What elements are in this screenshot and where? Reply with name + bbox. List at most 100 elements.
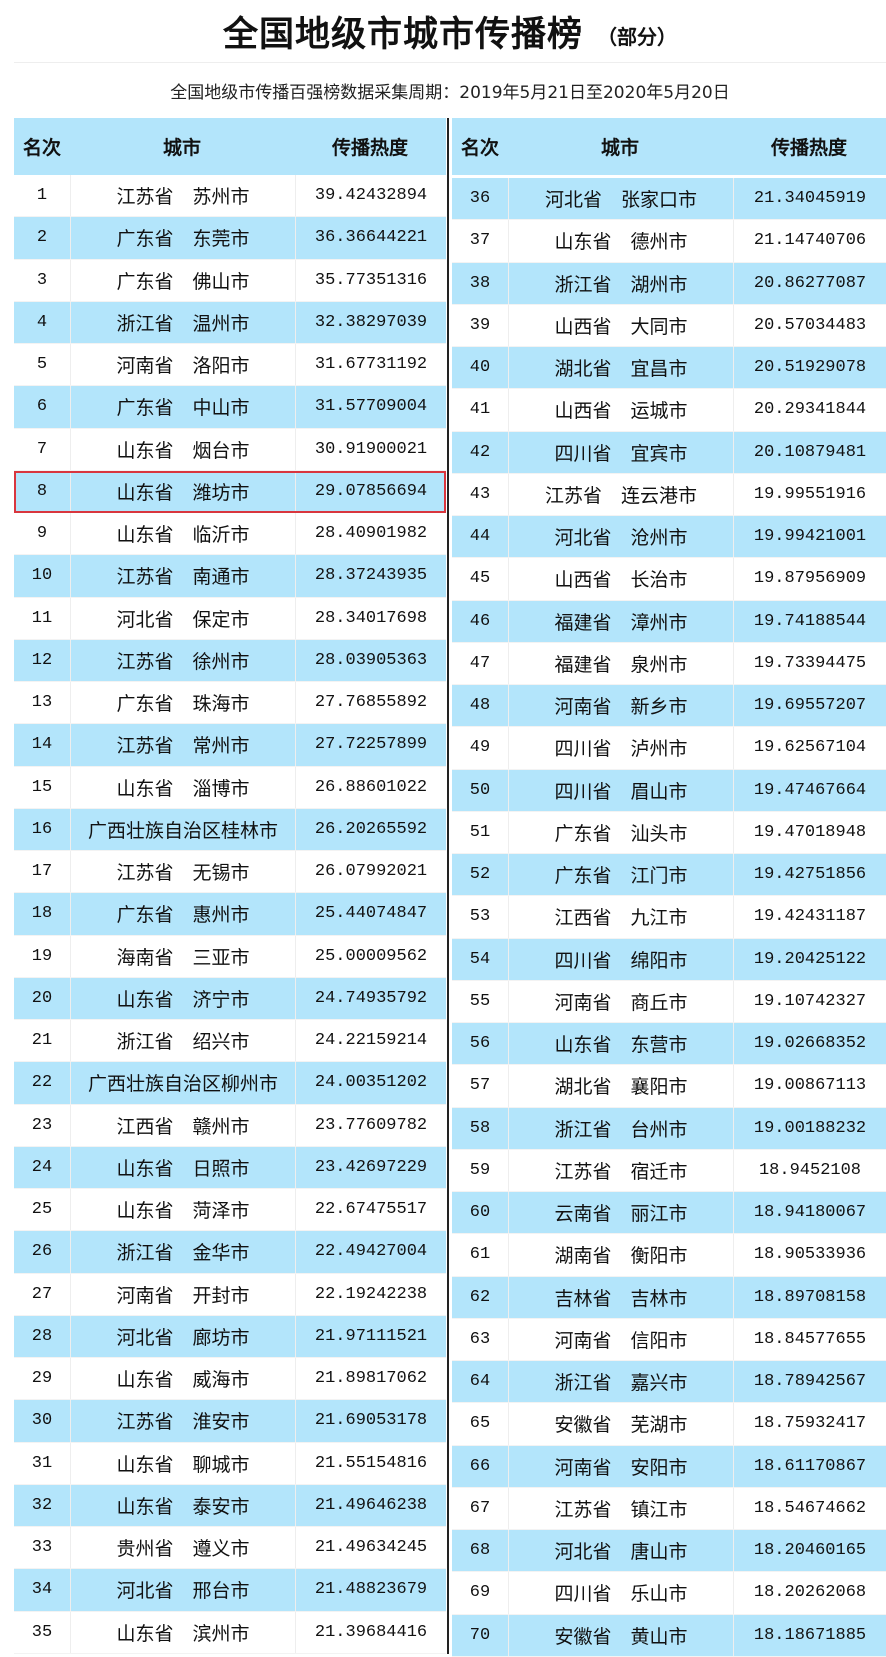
heat-cell: 19.42431187 <box>753 907 867 927</box>
rank-cell: 63 <box>469 1329 491 1349</box>
rank-cell: 32 <box>31 1495 53 1515</box>
rank-cell: 65 <box>469 1414 491 1434</box>
ranking-table-left: 名次 城市 传播热度 1 江苏省 苏州市 39.42432894 2 广东省 东莞市 36… <box>14 118 446 1654</box>
header-city: 城市 <box>600 137 639 159</box>
city-cell: 江苏省 苏州市 <box>70 175 296 217</box>
city-cell: 江苏省 淮安市 <box>70 1400 296 1442</box>
table-row: 19 海南省 三亚市 25.00009562 <box>14 935 446 978</box>
table-row: 5 河南省 洛阳市 31.67731192 <box>14 344 446 387</box>
heat-cell: 22.67475517 <box>314 1200 428 1220</box>
city-cell: 山西省 大同市 <box>508 304 734 346</box>
ranking-table-right: 名次 城市 传播热度 36 河北省 张家口市 21.34045919 37 山东省 德州… <box>452 118 886 1657</box>
table-row: 70 安徽省 黄山市 18.18671885 <box>452 1614 886 1657</box>
table-row: 33 贵州省 遵义市 21.49634245 <box>14 1527 446 1570</box>
rank-cell: 34 <box>31 1580 53 1600</box>
heat-cell: 18.84577655 <box>753 1329 867 1349</box>
city-cell: 江苏省 徐州市 <box>70 639 296 681</box>
rank-cell: 19 <box>31 946 53 966</box>
rank-cell: 27 <box>31 1284 53 1304</box>
heat-cell: 18.89708158 <box>753 1287 867 1307</box>
rank-cell: 40 <box>469 358 491 378</box>
city-cell: 贵州省 遵义市 <box>70 1527 296 1569</box>
header-rank: 名次 <box>22 137 61 159</box>
table-row: 36 河北省 张家口市 21.34045919 <box>452 178 886 221</box>
heat-cell: 19.00867113 <box>753 1076 867 1096</box>
heat-cell: 19.74188544 <box>753 611 867 631</box>
city-cell: 河北省 沧州市 <box>508 516 734 558</box>
city-cell: 山东省 日照市 <box>70 1146 296 1188</box>
city-cell: 河北省 张家口市 <box>508 178 734 220</box>
rank-cell: 2 <box>36 228 48 248</box>
heat-cell: 24.00351202 <box>314 1073 428 1093</box>
heat-cell: 31.57709004 <box>314 397 428 417</box>
city-cell: 山东省 泰安市 <box>70 1484 296 1526</box>
rank-cell: 12 <box>31 650 53 670</box>
rank-cell: 15 <box>31 777 53 797</box>
city-cell: 福建省 漳州市 <box>508 600 734 642</box>
heat-cell: 36.36644221 <box>314 228 428 248</box>
table-row: 43 江苏省 连云港市 19.99551916 <box>452 473 886 516</box>
rank-cell: 61 <box>469 1245 491 1265</box>
column-divider <box>447 118 449 1654</box>
table-header: 名次 城市 传播热度 <box>452 118 886 175</box>
heat-cell: 39.42432894 <box>314 186 428 206</box>
heat-cell: 21.69053178 <box>314 1411 428 1431</box>
table-row: 24 山东省 日照市 23.42697229 <box>14 1146 446 1189</box>
table-row: 9 山东省 临沂市 28.40901982 <box>14 513 446 556</box>
city-cell: 广西壮族自治区柳州市 <box>70 1062 296 1104</box>
heat-cell: 19.02668352 <box>753 1034 867 1054</box>
rank-cell: 17 <box>31 862 53 882</box>
city-cell: 广东省 惠州市 <box>70 893 296 935</box>
city-cell: 福建省 泉州市 <box>508 642 734 684</box>
city-cell: 江苏省 南通市 <box>70 555 296 597</box>
table-row: 3 广东省 佛山市 35.77351316 <box>14 259 446 302</box>
table-body: 36 河北省 张家口市 21.34045919 37 山东省 德州市 21.1474070… <box>452 178 886 1657</box>
table-row: 64 浙江省 嘉兴市 18.78942567 <box>452 1361 886 1404</box>
city-cell: 广东省 汕头市 <box>508 811 734 853</box>
table-row: 27 河南省 开封市 22.19242238 <box>14 1273 446 1316</box>
table-row: 46 福建省 漳州市 19.74188544 <box>452 600 886 643</box>
city-cell: 广东省 中山市 <box>70 386 296 428</box>
rank-cell: 64 <box>469 1372 491 1392</box>
table-row: 34 河北省 邢台市 21.48823679 <box>14 1569 446 1612</box>
city-cell: 浙江省 湖州市 <box>508 262 734 304</box>
rank-cell: 66 <box>469 1456 491 1476</box>
city-cell: 山东省 烟台市 <box>70 428 296 470</box>
table-row: 52 广东省 江门市 19.42751856 <box>452 854 886 897</box>
city-cell: 山东省 菏泽市 <box>70 1189 296 1231</box>
city-cell: 山东省 滨州市 <box>70 1611 296 1653</box>
rank-cell: 30 <box>31 1411 53 1431</box>
heat-cell: 20.51929078 <box>753 358 867 378</box>
rank-cell: 25 <box>31 1200 53 1220</box>
rank-cell: 41 <box>469 400 491 420</box>
city-cell: 浙江省 金华市 <box>70 1231 296 1273</box>
table-row: 40 湖北省 宜昌市 20.51929078 <box>452 347 886 390</box>
table-row: 17 江苏省 无锡市 26.07992021 <box>14 851 446 894</box>
rank-cell: 49 <box>469 738 491 758</box>
city-cell: 海南省 三亚市 <box>70 935 296 977</box>
header-heat: 传播热度 <box>331 137 408 159</box>
city-cell: 广东省 珠海市 <box>70 682 296 724</box>
heat-cell: 22.19242238 <box>314 1284 428 1304</box>
rank-cell: 43 <box>469 484 491 504</box>
rank-cell: 3 <box>36 270 48 290</box>
header-rank: 名次 <box>460 137 499 159</box>
city-cell: 云南省 丽江市 <box>508 1192 734 1234</box>
city-cell: 浙江省 台州市 <box>508 1107 734 1149</box>
heat-cell: 29.07856694 <box>314 481 428 501</box>
city-cell: 山西省 长治市 <box>508 558 734 600</box>
heat-cell: 19.00188232 <box>753 1118 867 1138</box>
table-row: 38 浙江省 湖州市 20.86277087 <box>452 262 886 305</box>
heat-cell: 31.67731192 <box>314 355 428 375</box>
rank-cell: 67 <box>469 1498 491 1518</box>
table-row-highlighted: 8 山东省 潍坊市 29.07856694 <box>14 470 446 513</box>
heat-cell: 19.20425122 <box>753 949 867 969</box>
city-cell: 四川省 泸州市 <box>508 727 734 769</box>
table-row: 48 河南省 新乡市 19.69557207 <box>452 685 886 728</box>
city-cell: 河南省 新乡市 <box>508 685 734 727</box>
table-row: 37 山东省 德州市 21.14740706 <box>452 220 886 263</box>
rank-cell: 44 <box>469 527 491 547</box>
table-row: 20 山东省 济宁市 24.74935792 <box>14 977 446 1020</box>
table-row: 6 广东省 中山市 31.57709004 <box>14 386 446 429</box>
rank-cell: 37 <box>469 231 491 251</box>
